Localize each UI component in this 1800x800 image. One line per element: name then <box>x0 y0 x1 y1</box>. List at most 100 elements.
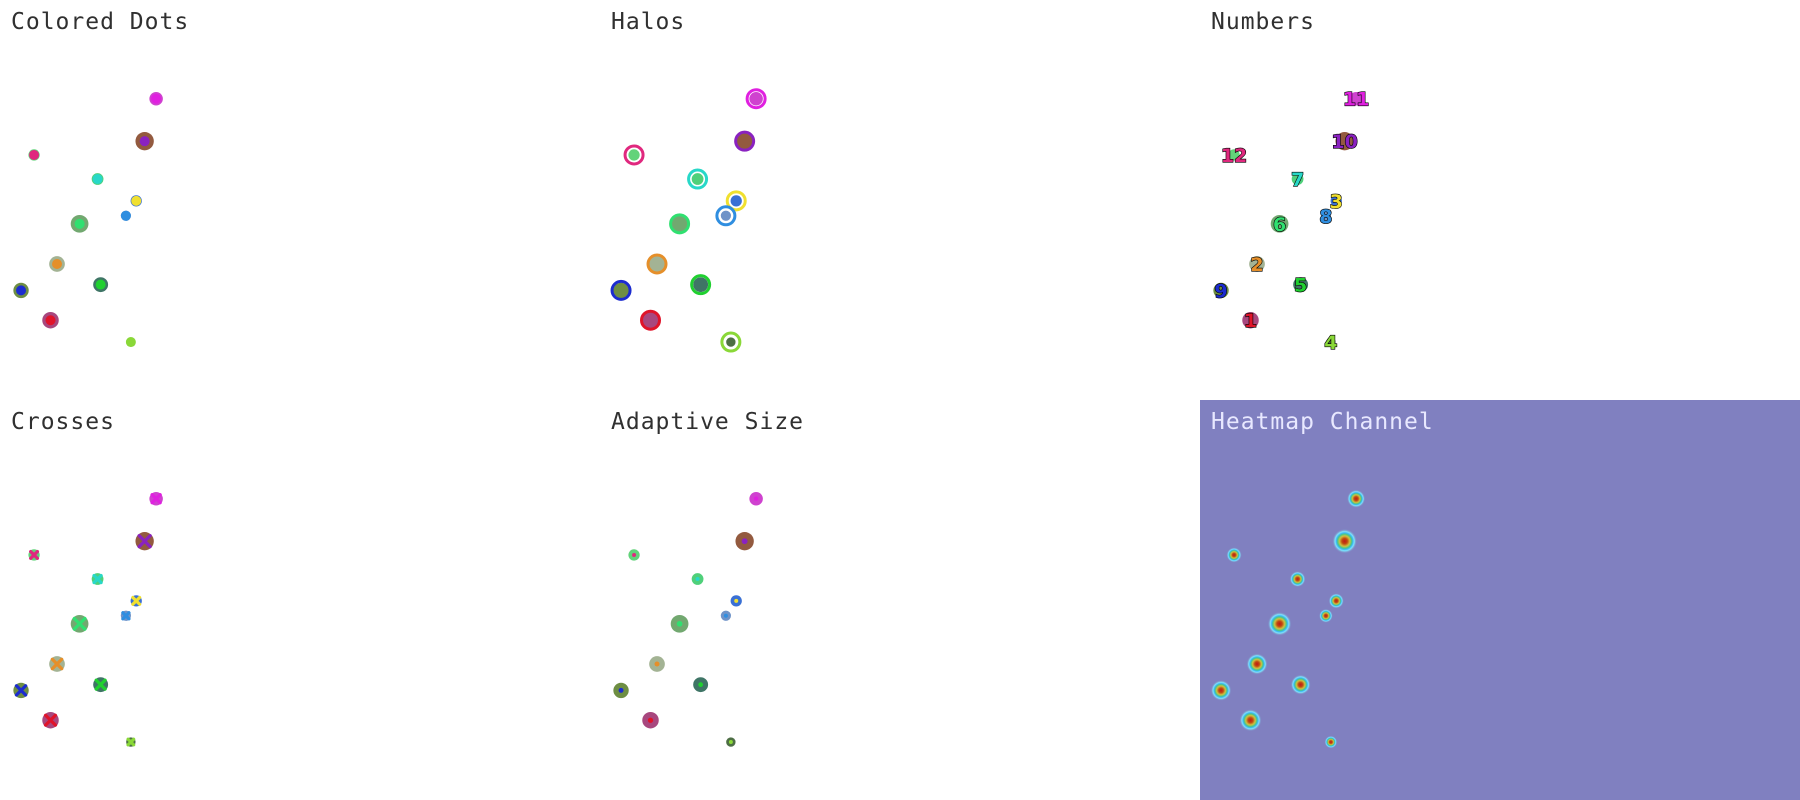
cross-stroke-b-4 <box>126 737 136 747</box>
number-label-2: 2 <box>1250 254 1263 276</box>
panel-title-colored-dots: Colored Dots <box>11 9 190 35</box>
center-dot-8 <box>120 210 131 221</box>
panel-adaptive-size: Adaptive Size <box>600 400 1200 800</box>
cross-stroke-b-12 <box>29 549 40 560</box>
blob-5 <box>1293 277 1309 293</box>
cross-stroke-b-3 <box>131 595 142 606</box>
adaptive-dot-4 <box>728 740 733 745</box>
halo-ring-5 <box>690 274 712 296</box>
blob-8 <box>1320 210 1331 221</box>
heat-spot-6 <box>1267 611 1292 636</box>
cross-stroke-b-11 <box>150 493 162 505</box>
blob-12 <box>1228 149 1240 161</box>
blob-6 <box>670 214 689 233</box>
cross-stroke-b-6 <box>72 616 87 631</box>
cross-stroke-b-7 <box>92 573 103 585</box>
blob-1 <box>642 311 659 329</box>
heatmap-channel-plot <box>1210 489 1366 749</box>
heat-spot-11 <box>1347 489 1366 508</box>
blob-6 <box>1270 214 1289 233</box>
number-label-8: 8 <box>1319 206 1332 228</box>
adaptive-dot-1 <box>647 717 654 723</box>
panel-title-crosses: Crosses <box>11 409 115 435</box>
panel-title-heatmap-channel: Heatmap Channel <box>1211 409 1434 435</box>
adaptive-dot-5 <box>698 682 704 688</box>
blob-8 <box>720 210 731 221</box>
heat-spot-1 <box>1239 709 1262 732</box>
center-dot-10 <box>139 136 150 147</box>
panel-heatmap-channel: Heatmap Channel <box>1200 400 1800 800</box>
halo-ring-12 <box>623 144 645 166</box>
heat-spot-2 <box>1246 653 1268 675</box>
blob-3 <box>730 195 742 207</box>
adaptive-dot-10 <box>741 538 748 545</box>
adaptive-size-plot <box>613 491 763 747</box>
number-label-12: 12 <box>1221 145 1247 167</box>
adaptive-dot-3 <box>734 598 739 603</box>
halo-ring-4 <box>720 331 742 353</box>
number-label-1: 1 <box>1244 310 1257 332</box>
blob-2 <box>1249 256 1265 272</box>
halo-ring-10 <box>734 130 756 152</box>
halo-ring-11 <box>745 88 767 110</box>
center-dot-6 <box>74 218 85 229</box>
panel-crosses: Crosses <box>0 400 600 800</box>
number-label-7: 7 <box>1291 169 1304 191</box>
number-label-4: 4 <box>1324 332 1337 354</box>
center-dot-3 <box>131 195 142 206</box>
heat-spot-4 <box>1324 735 1338 749</box>
panel-title-numbers: Numbers <box>1211 9 1315 35</box>
adaptive-dot-12 <box>632 552 637 557</box>
number-label-11: 11 <box>1343 89 1369 111</box>
halo-ring-9 <box>610 279 632 301</box>
halo-ring-1 <box>640 309 662 331</box>
halo-ring-2 <box>646 253 668 275</box>
halo-ring-6 <box>669 213 691 235</box>
blob-12 <box>628 149 640 161</box>
heat-spot-10 <box>1332 528 1358 554</box>
blob-4 <box>1326 337 1336 347</box>
panel-colored-dots: Colored Dots <box>0 0 600 400</box>
center-dot-7 <box>92 174 103 185</box>
blob-10 <box>1335 131 1354 151</box>
halos-plot <box>610 88 767 353</box>
number-label-3: 3 <box>1330 191 1343 213</box>
center-dot-4 <box>125 337 136 348</box>
blob-7 <box>1291 173 1304 185</box>
number-label-5: 5 <box>1294 275 1307 297</box>
blob-4 <box>726 337 736 347</box>
blob-5 <box>693 277 709 293</box>
blob-2 <box>649 256 665 272</box>
panel-numbers: 1 2 3 4 5 6 7 8 9 10 11 12 Numbers <box>1200 0 1800 400</box>
blob-1 <box>1242 311 1259 329</box>
blob-9 <box>1213 282 1229 299</box>
heat-spot-8 <box>1319 608 1333 623</box>
center-dot-2 <box>52 258 63 269</box>
blob-9 <box>613 282 629 299</box>
panel-halos: Halos <box>600 0 1200 400</box>
center-dot-11 <box>151 93 162 104</box>
panel-title-adaptive-size: Adaptive Size <box>611 409 805 435</box>
cross-stroke-b-5 <box>94 678 107 691</box>
cross-stroke-b-8 <box>121 611 131 621</box>
number-label-9: 9 <box>1214 280 1227 302</box>
adaptive-dot-8 <box>723 613 728 618</box>
blob-3 <box>1330 195 1342 207</box>
blob-11 <box>1349 91 1363 106</box>
blob-10 <box>735 131 754 151</box>
heat-spot-9 <box>1210 680 1232 701</box>
heat-spot-7 <box>1289 571 1306 587</box>
panel-title-halos: Halos <box>611 9 686 35</box>
center-dot-12 <box>29 149 40 160</box>
number-label-10: 10 <box>1331 131 1357 153</box>
adaptive-dot-6 <box>676 620 683 627</box>
number-label-6: 6 <box>1273 214 1286 236</box>
adaptive-dot-9 <box>618 687 624 693</box>
cross-stroke-b-9 <box>14 684 28 697</box>
cross-stroke-b-2 <box>50 657 64 671</box>
center-dot-1 <box>45 315 56 326</box>
halo-ring-3 <box>725 190 747 212</box>
blob-7 <box>691 173 704 185</box>
